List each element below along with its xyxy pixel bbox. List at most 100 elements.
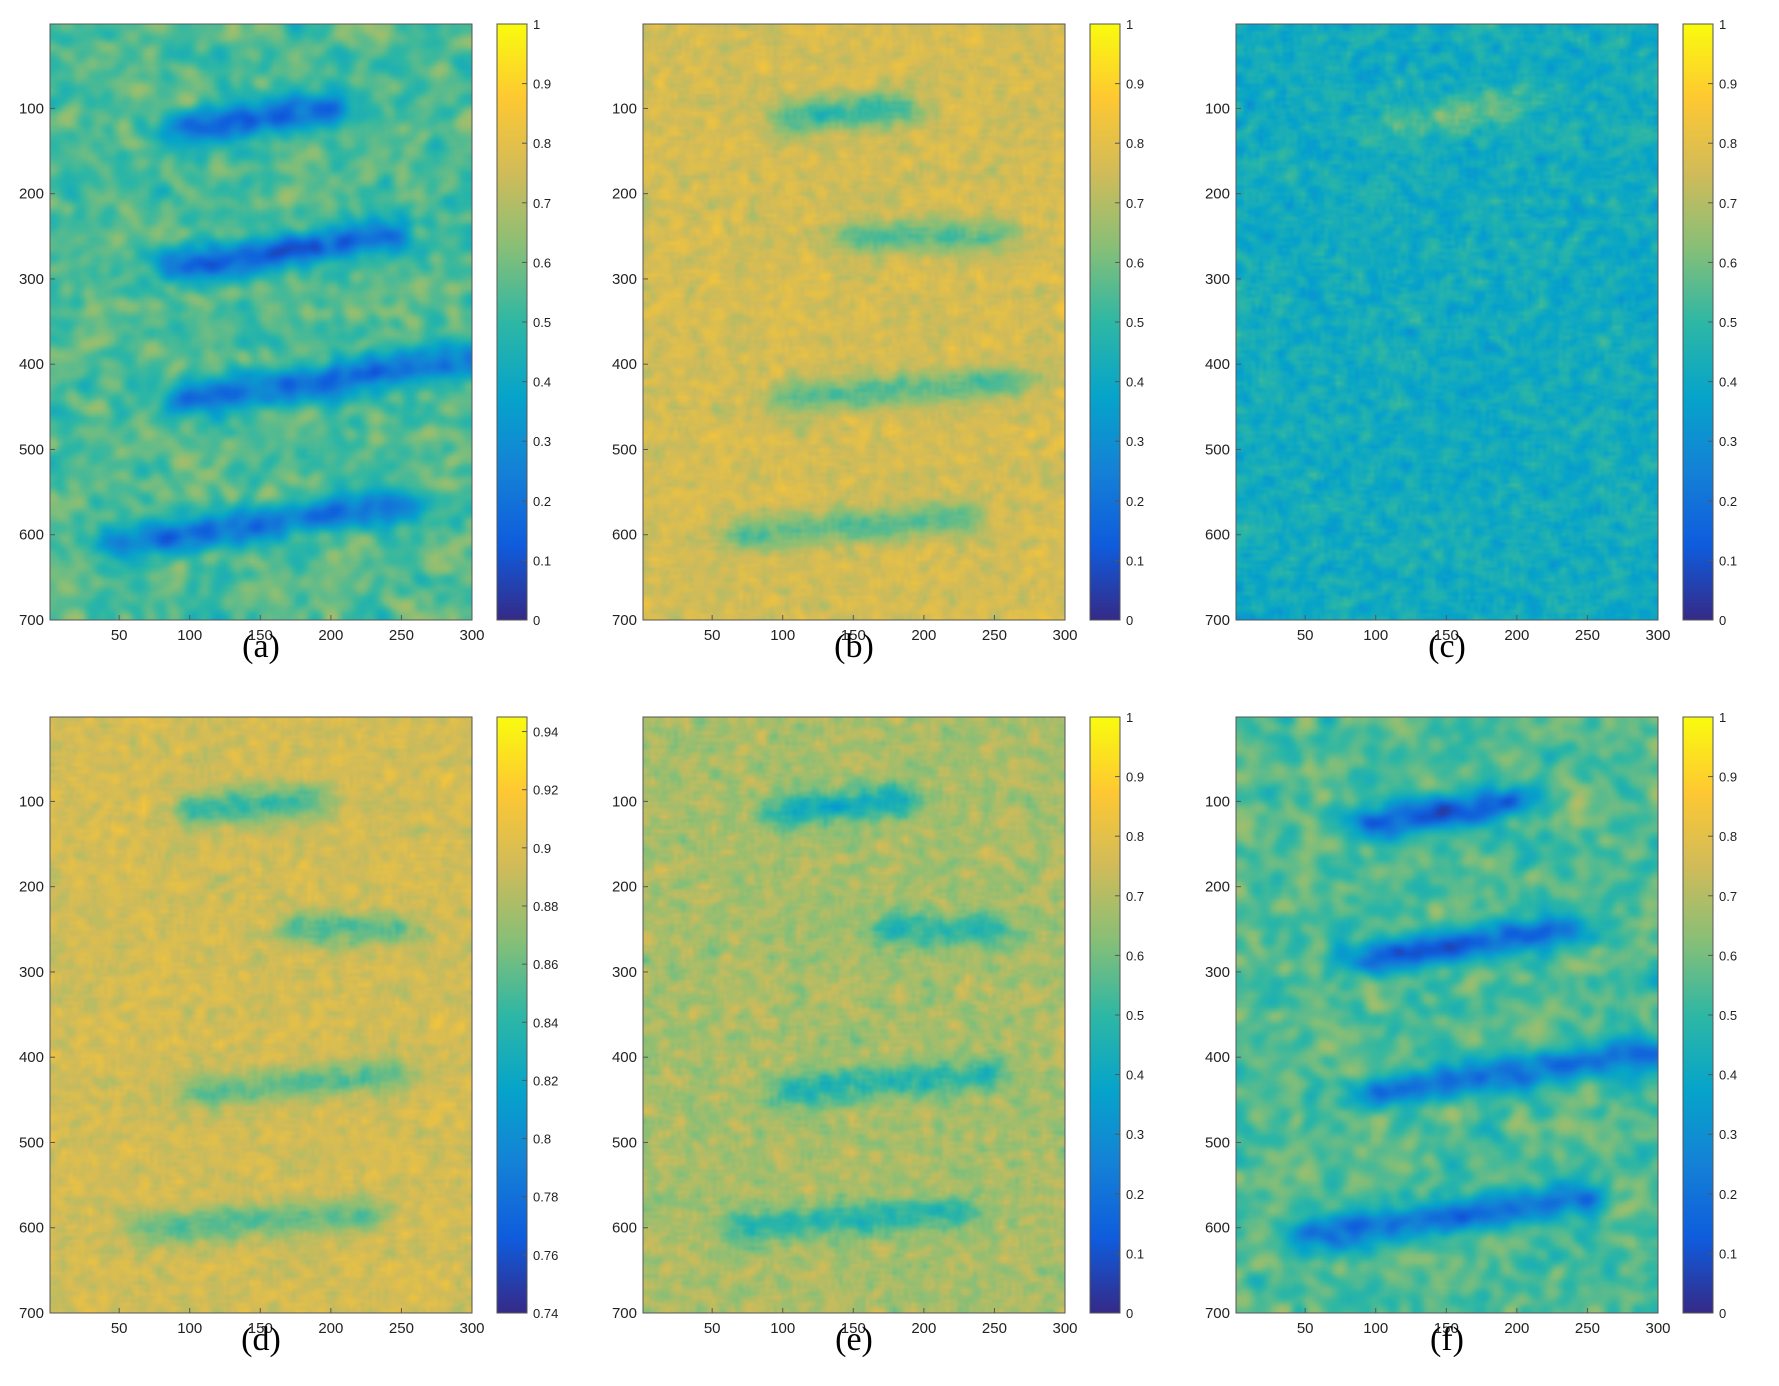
y-tick-label: 700 — [1205, 612, 1230, 629]
x-tick-label: 50 — [111, 627, 128, 644]
plot-frame — [1235, 23, 1659, 621]
colorbar-tick-label: 0 — [1126, 613, 1133, 628]
heatmap-svg: 50 100 150 200 250 300 100 200 300 400 500 600 700 0 0… — [612, 710, 1144, 1337]
y-tick-label: 200 — [612, 186, 637, 203]
heatmap-svg: 50 100 150 200 250 300 100 200 300 400 500 600 700 0.… — [19, 716, 558, 1337]
colorbar-tick-label: 0.82 — [533, 1073, 558, 1088]
y-tick-label: 400 — [19, 1049, 44, 1066]
y-tick-label: 200 — [1205, 879, 1230, 896]
x-tick-label: 100 — [1363, 627, 1388, 644]
x-tick-label: 50 — [1297, 627, 1314, 644]
colorbar-tick-label: 0.3 — [1719, 1127, 1737, 1142]
x-tick-label: 150 — [841, 1320, 866, 1337]
colorbar-tick-label: 0.94 — [533, 725, 558, 740]
y-tick-label: 600 — [19, 527, 44, 544]
colorbar-tick-label: 0.4 — [533, 375, 551, 390]
colorbar-tick-label: 0.1 — [1126, 553, 1144, 568]
x-tick-label: 250 — [1575, 1320, 1600, 1337]
y-tick-label: 300 — [612, 964, 637, 981]
plot-frame — [642, 23, 1066, 621]
y-tick-label: 700 — [1205, 1305, 1230, 1322]
x-tick-label: 150 — [841, 627, 866, 644]
colorbar-tick-label: 0.1 — [1126, 1246, 1144, 1261]
y-tick-label: 600 — [612, 527, 637, 544]
colorbar-tick-label: 0.3 — [533, 434, 551, 449]
colorbar-tick-label: 0.8 — [1126, 829, 1144, 844]
y-tick-label: 400 — [612, 356, 637, 373]
colorbar-tick-label: 0.7 — [1126, 889, 1144, 904]
x-tick-label: 250 — [389, 627, 414, 644]
heatmap-svg: 50 100 150 200 250 300 100 200 300 400 500 600 700 0 0… — [1205, 17, 1737, 644]
x-tick-label: 150 — [1434, 1320, 1459, 1337]
y-tick-label: 500 — [1205, 1134, 1230, 1151]
colorbar-tick-label: 1 — [1126, 17, 1133, 32]
heatmap-image — [643, 717, 1065, 1313]
colorbar-tick-label: 0 — [533, 613, 540, 628]
colorbar-tick-label: 0.2 — [1126, 494, 1144, 509]
x-tick-label: 250 — [982, 627, 1007, 644]
y-tick-label: 600 — [612, 1220, 637, 1237]
colorbar-tick-label: 0.4 — [1719, 375, 1737, 390]
y-tick-label: 400 — [1205, 356, 1230, 373]
colorbar-tick-label: 0.6 — [1126, 255, 1144, 270]
colorbar-tick-label: 0.3 — [1126, 1127, 1144, 1142]
x-tick-label: 50 — [1297, 1320, 1314, 1337]
colorbar-tick-label: 0 — [1126, 1306, 1133, 1321]
plot-frame — [49, 23, 473, 621]
colorbar-tick-label: 0.2 — [1719, 494, 1737, 509]
x-tick-label: 300 — [1052, 1320, 1077, 1337]
x-tick-label: 150 — [248, 627, 273, 644]
x-tick-label: 100 — [770, 627, 795, 644]
colorbar-tick-label: 0.4 — [1719, 1068, 1737, 1083]
x-tick-label: 50 — [704, 627, 721, 644]
y-tick-label: 400 — [612, 1049, 637, 1066]
panel-label: (a) — [242, 628, 280, 665]
colorbar-tick-label: 0.4 — [1126, 375, 1144, 390]
y-tick-label: 300 — [1205, 271, 1230, 288]
colorbar-tick-label: 1 — [1719, 17, 1726, 32]
x-tick-label: 200 — [911, 1320, 936, 1337]
x-tick-label: 150 — [248, 1320, 273, 1337]
colorbar-tick-label: 0.7 — [1719, 196, 1737, 211]
colorbar-tick-label: 0.5 — [533, 315, 551, 330]
panel-e: 50 100 150 200 250 300 100 200 300 400 500 600 700 0 0… — [593, 693, 1186, 1386]
colorbar-tick-label: 0.3 — [1719, 434, 1737, 449]
x-tick-label: 300 — [459, 1320, 484, 1337]
x-tick-label: 50 — [704, 1320, 721, 1337]
colorbar-tick-label: 0.8 — [1719, 829, 1737, 844]
y-tick-label: 500 — [612, 441, 637, 458]
colorbar-tick-label: 0.84 — [533, 1015, 558, 1030]
heatmap-image — [1236, 24, 1658, 620]
colorbar-tick-label: 0.5 — [1719, 315, 1737, 330]
colorbar-tick-label: 0.74 — [533, 1306, 558, 1321]
plot-frame — [49, 716, 473, 1314]
colorbar-tick-label: 0.2 — [1126, 1187, 1144, 1202]
colorbar-tick-label: 1 — [1126, 710, 1133, 725]
y-tick-label: 700 — [19, 1305, 44, 1322]
y-tick-label: 300 — [1205, 964, 1230, 981]
y-tick-label: 100 — [1205, 100, 1230, 117]
colorbar-tick-label: 0.3 — [1126, 434, 1144, 449]
heatmap-image — [643, 24, 1065, 620]
y-tick-label: 100 — [612, 793, 637, 810]
colorbar-tick-label: 0.6 — [1126, 948, 1144, 963]
y-tick-label: 200 — [612, 879, 637, 896]
x-tick-label: 250 — [1575, 627, 1600, 644]
colorbar-tick-label: 0.8 — [1126, 136, 1144, 151]
x-tick-label: 100 — [177, 627, 202, 644]
panel-label: (c) — [1428, 628, 1466, 665]
colorbar-tick-label: 0.5 — [1126, 315, 1144, 330]
colorbar-tick-label: 0.7 — [1126, 196, 1144, 211]
panel-a: 50 100 150 200 250 300 100 200 300 400 500 600 700 0 0… — [0, 0, 593, 693]
y-tick-label: 600 — [1205, 1220, 1230, 1237]
colorbar-tick-label: 0.76 — [533, 1248, 558, 1263]
colorbar-tick-label: 0 — [1719, 613, 1726, 628]
y-tick-label: 600 — [1205, 527, 1230, 544]
colorbar-tick-label: 0.6 — [1719, 948, 1737, 963]
x-tick-label: 250 — [389, 1320, 414, 1337]
colorbar-tick-label: 0.9 — [1719, 770, 1737, 785]
x-tick-label: 100 — [770, 1320, 795, 1337]
colorbar-tick-label: 0.9 — [533, 841, 551, 856]
colorbar-tick-label: 0.5 — [1126, 1008, 1144, 1023]
y-tick-label: 300 — [612, 271, 637, 288]
